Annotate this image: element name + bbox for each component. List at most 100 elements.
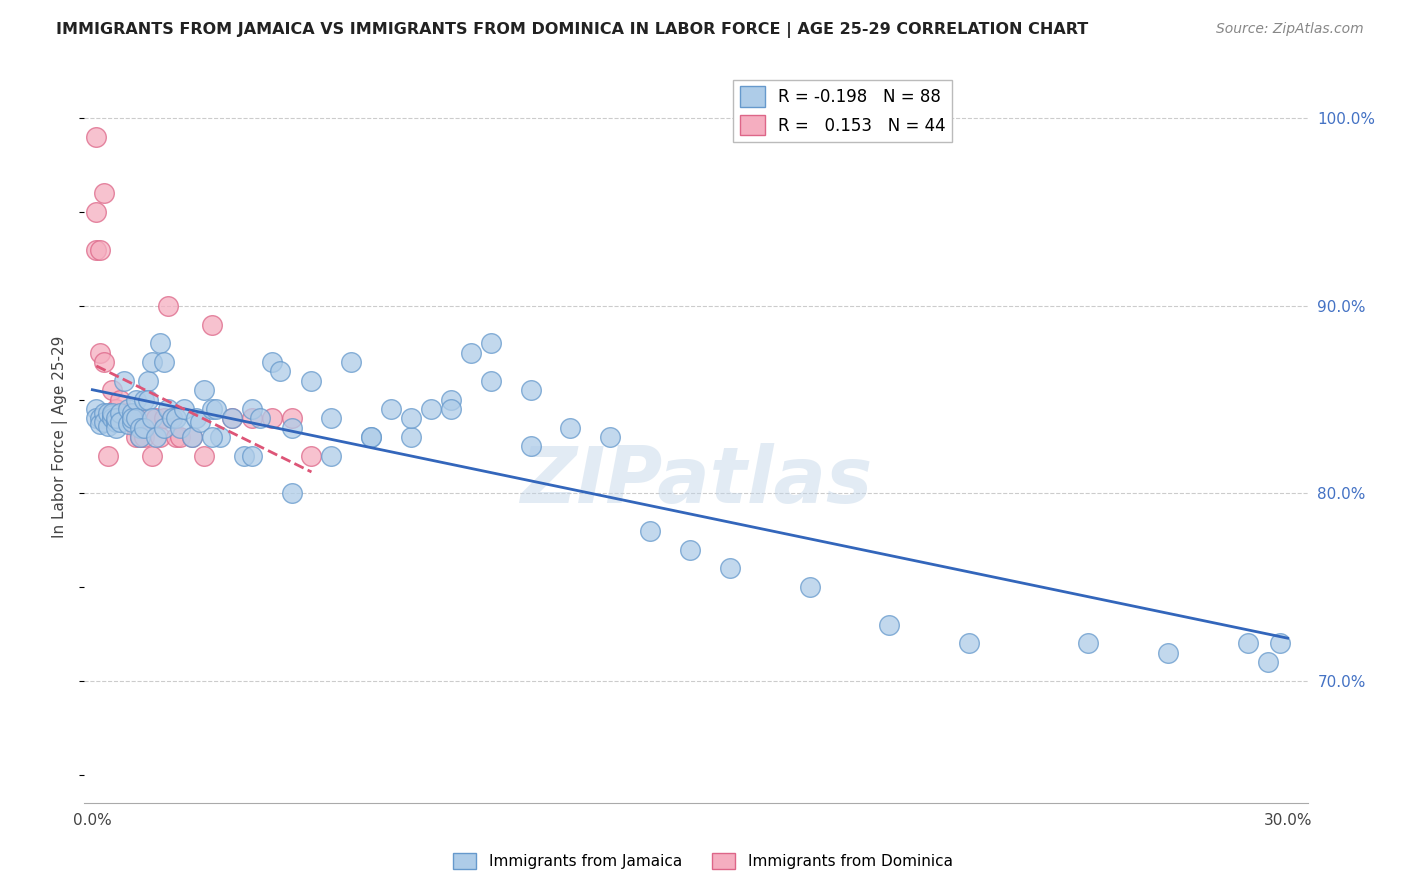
Point bbox=[221, 411, 243, 425]
Point bbox=[117, 401, 139, 416]
Point bbox=[169, 420, 191, 434]
Point bbox=[97, 418, 120, 433]
Point bbox=[110, 415, 132, 429]
Point bbox=[221, 411, 243, 425]
Point bbox=[134, 420, 156, 434]
Point bbox=[479, 374, 502, 388]
Point bbox=[145, 430, 167, 444]
Point bbox=[360, 430, 382, 444]
Point bbox=[125, 430, 148, 444]
Point bbox=[280, 420, 302, 434]
Point bbox=[121, 406, 143, 420]
Point bbox=[149, 336, 172, 351]
Point bbox=[877, 617, 900, 632]
Point bbox=[460, 345, 482, 359]
Point bbox=[89, 417, 111, 431]
Point bbox=[110, 411, 132, 425]
Point bbox=[141, 411, 163, 425]
Point bbox=[97, 449, 120, 463]
Point bbox=[718, 561, 741, 575]
Point bbox=[201, 430, 224, 444]
Point bbox=[112, 374, 135, 388]
Point bbox=[86, 205, 108, 219]
Point bbox=[89, 345, 111, 359]
Point bbox=[260, 411, 283, 425]
Point bbox=[136, 392, 159, 407]
Point bbox=[86, 401, 108, 416]
Point bbox=[249, 411, 271, 425]
Point bbox=[799, 580, 821, 594]
Point bbox=[153, 420, 176, 434]
Point bbox=[440, 401, 463, 416]
Point bbox=[89, 243, 111, 257]
Point bbox=[181, 430, 204, 444]
Point bbox=[145, 411, 167, 425]
Y-axis label: In Labor Force | Age 25-29: In Labor Force | Age 25-29 bbox=[52, 336, 69, 538]
Point bbox=[117, 411, 139, 425]
Point bbox=[110, 392, 132, 407]
Point bbox=[117, 406, 139, 420]
Point bbox=[519, 383, 541, 397]
Point bbox=[201, 401, 224, 416]
Point bbox=[160, 411, 183, 425]
Point bbox=[205, 401, 228, 416]
Point bbox=[93, 406, 115, 420]
Point bbox=[136, 411, 159, 425]
Point bbox=[121, 415, 143, 429]
Point bbox=[110, 406, 132, 420]
Point bbox=[134, 430, 156, 444]
Point bbox=[321, 411, 343, 425]
Point bbox=[101, 408, 124, 422]
Point bbox=[201, 318, 224, 332]
Text: Source: ZipAtlas.com: Source: ZipAtlas.com bbox=[1216, 22, 1364, 37]
Point bbox=[638, 524, 661, 538]
Point bbox=[97, 411, 120, 425]
Point bbox=[440, 392, 463, 407]
Point bbox=[360, 430, 382, 444]
Point bbox=[240, 449, 263, 463]
Point bbox=[479, 336, 502, 351]
Point bbox=[519, 440, 541, 454]
Point bbox=[208, 430, 231, 444]
Point bbox=[149, 430, 172, 444]
Point bbox=[121, 411, 143, 425]
Point bbox=[141, 355, 163, 369]
Point bbox=[129, 420, 152, 434]
Point bbox=[169, 430, 191, 444]
Point bbox=[957, 636, 980, 650]
Point bbox=[101, 383, 124, 397]
Point bbox=[157, 299, 180, 313]
Point bbox=[86, 411, 108, 425]
Point bbox=[399, 411, 422, 425]
Point bbox=[173, 401, 195, 416]
Point bbox=[105, 415, 128, 429]
Point bbox=[153, 355, 176, 369]
Point bbox=[321, 449, 343, 463]
Point bbox=[232, 449, 254, 463]
Point bbox=[340, 355, 363, 369]
Point bbox=[399, 430, 422, 444]
Point bbox=[93, 355, 115, 369]
Point bbox=[93, 415, 115, 429]
Point bbox=[1077, 636, 1099, 650]
Point bbox=[105, 420, 128, 434]
Point bbox=[134, 392, 156, 407]
Point bbox=[129, 430, 152, 444]
Legend: Immigrants from Jamaica, Immigrants from Dominica: Immigrants from Jamaica, Immigrants from… bbox=[447, 847, 959, 875]
Point bbox=[153, 411, 176, 425]
Point bbox=[193, 449, 215, 463]
Point bbox=[110, 411, 132, 425]
Point bbox=[93, 411, 115, 425]
Point bbox=[86, 243, 108, 257]
Point bbox=[301, 374, 323, 388]
Legend: R = -0.198   N = 88, R =   0.153   N = 44: R = -0.198 N = 88, R = 0.153 N = 44 bbox=[733, 79, 952, 142]
Point bbox=[1257, 655, 1279, 669]
Point bbox=[420, 401, 443, 416]
Point bbox=[560, 420, 582, 434]
Point bbox=[165, 430, 187, 444]
Point bbox=[97, 406, 120, 420]
Point bbox=[188, 415, 211, 429]
Point bbox=[125, 411, 148, 425]
Point bbox=[129, 430, 152, 444]
Point bbox=[240, 401, 263, 416]
